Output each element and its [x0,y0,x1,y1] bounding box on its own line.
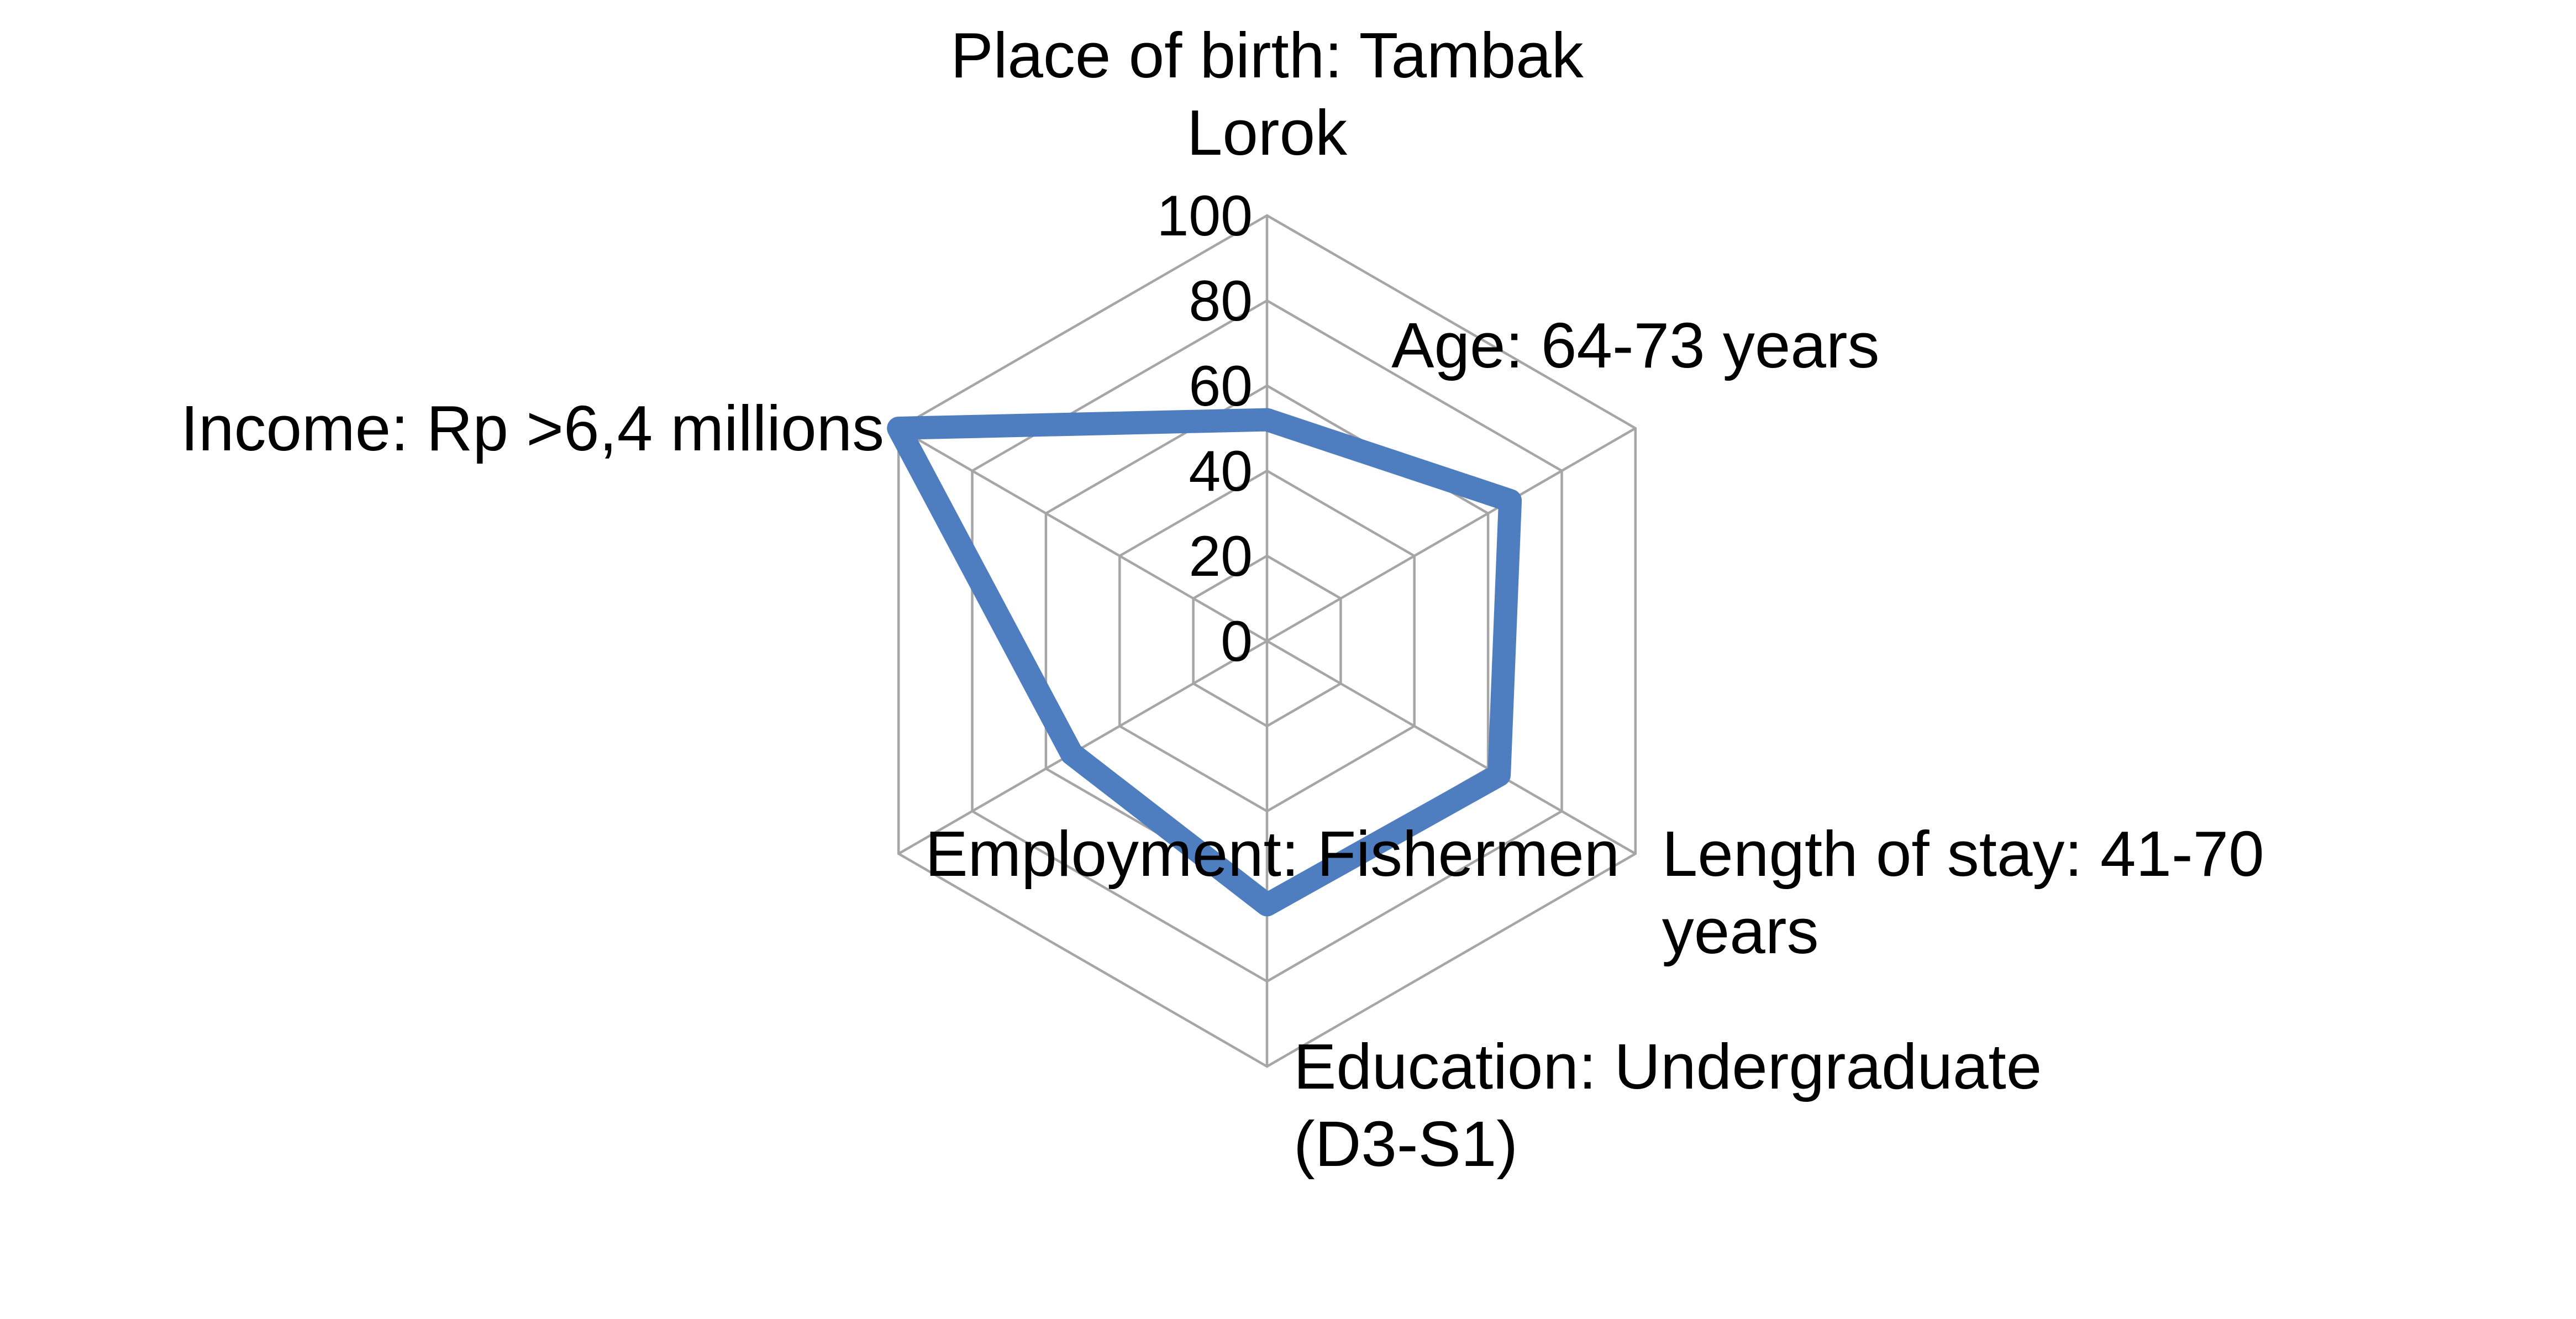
category-label-line: Place of birth: Tambak [950,19,1584,91]
category-label-3: Education: Undergraduate (D3-S1) [1294,1031,2042,1180]
tick-label-100: 100 [1156,184,1253,248]
tick-label-40: 40 [1189,439,1253,503]
spoke-4 [898,640,1268,855]
spoke-1 [1266,427,1636,642]
radar-series-layer [887,408,1522,917]
tick-label-20: 20 [1189,524,1253,588]
category-label-2: Length of stay: 41-70 years [1662,818,2264,967]
category-label-line: Age: 64-73 years [1391,309,1879,381]
category-label-4: Employment: Fishermen [925,818,1620,890]
series-line-0 [887,408,1522,917]
spoke-5 [898,427,1268,642]
category-label-1: Age: 64-73 years [1391,309,1879,381]
category-label-0: Place of birth: Tambak Lorok [950,19,1584,169]
category-labels: Place of birth: Tambak Lorok Age: 64-73 ye… [181,19,2264,1180]
category-label-line: Lorok [1187,97,1348,169]
category-label-line: Education: Undergraduate [1294,1031,2042,1102]
category-label-line: Income: Rp >6,4 millions [181,392,884,464]
spoke-2 [1266,640,1636,855]
radial-tick-labels: 0 20 40 60 80 100 [1156,184,1253,674]
category-label-line: Length of stay: 41-70 [1662,818,2264,890]
tick-label-0: 0 [1221,609,1253,674]
tick-label-80: 80 [1189,269,1253,333]
category-label-line: (D3-S1) [1294,1108,1518,1180]
category-label-5: Income: Rp >6,4 millions [181,392,884,464]
category-label-line: years [1662,895,1819,967]
category-label-line: Employment: Fishermen [925,818,1620,890]
tick-label-60: 60 [1189,354,1253,418]
